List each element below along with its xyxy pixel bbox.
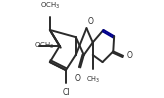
Text: O: O bbox=[87, 17, 93, 26]
Text: OCH$_3$: OCH$_3$ bbox=[40, 1, 60, 11]
Text: O: O bbox=[75, 74, 81, 83]
Text: O: O bbox=[127, 51, 133, 60]
Text: CH$_3$: CH$_3$ bbox=[86, 75, 100, 85]
Text: OCH$_3$: OCH$_3$ bbox=[34, 41, 54, 51]
Text: Cl: Cl bbox=[62, 88, 70, 97]
